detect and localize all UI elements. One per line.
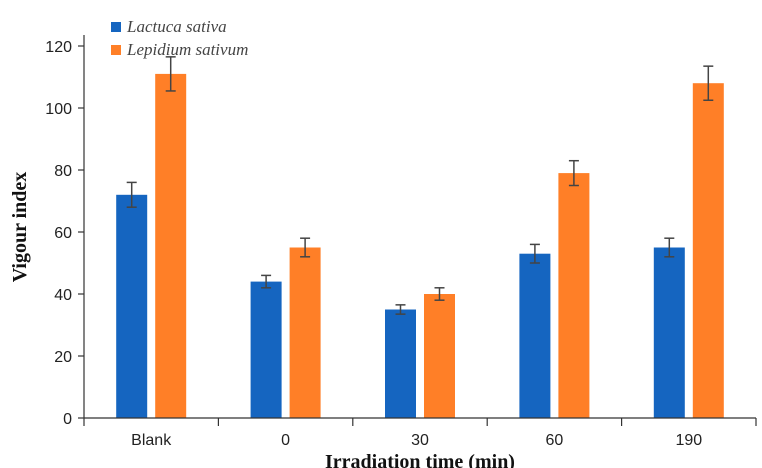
y-axis-title: Vigour index — [9, 172, 31, 283]
bars-layer — [116, 73, 724, 419]
bar — [424, 294, 455, 418]
x-tick-label: 190 — [675, 432, 702, 449]
bar — [519, 253, 551, 418]
x-axis-title: Irradiation time (min) — [325, 451, 515, 468]
y-tick-label: 20 — [54, 349, 72, 366]
bar — [289, 247, 321, 418]
bar — [692, 83, 724, 418]
x-tick-label: 0 — [281, 432, 290, 449]
legend-swatch — [111, 22, 121, 32]
x-tick-label: 60 — [546, 432, 564, 449]
bar — [155, 73, 187, 419]
y-tick-label: 40 — [54, 287, 72, 304]
y-tick-label: 100 — [45, 101, 72, 118]
x-tick-label: Blank — [131, 432, 172, 449]
y-tick-label: 80 — [54, 163, 72, 180]
bar — [385, 309, 416, 418]
y-tick-label: 60 — [54, 225, 72, 242]
y-tick-label: 120 — [45, 39, 72, 56]
x-tick-label: 30 — [411, 432, 429, 449]
bar — [653, 247, 685, 418]
legend: Lactuca sativa Lepidium sativum — [111, 17, 248, 59]
error-bars-layer — [126, 56, 714, 315]
legend-label: Lepidium sativum — [126, 40, 248, 59]
bar — [116, 194, 148, 418]
x-ticks: Blank 0 30 60 190 — [83, 418, 757, 449]
legend-label: Lactuca sativa — [126, 17, 227, 36]
axes — [83, 35, 756, 419]
bar — [558, 173, 590, 418]
legend-swatch — [111, 45, 121, 55]
bar — [250, 281, 282, 418]
y-tick-label: 0 — [63, 411, 72, 428]
y-ticks: 0 20 40 60 80 100 120 — [45, 39, 84, 428]
